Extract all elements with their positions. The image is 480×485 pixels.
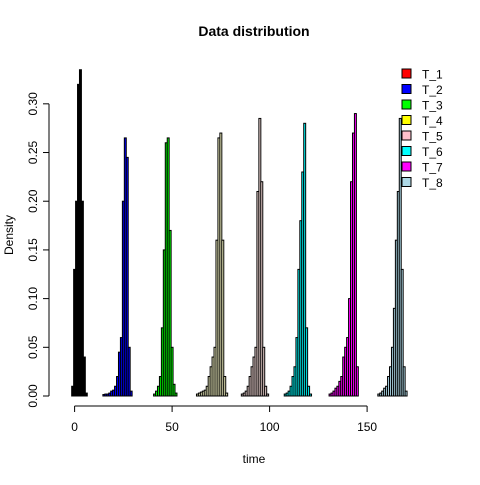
chart-title: Data distribution: [198, 23, 309, 39]
histogram-bar: [262, 346, 266, 397]
y-tick-label: 0.20: [26, 189, 40, 213]
legend-label: T_2: [422, 83, 443, 97]
legend-label: T_5: [422, 130, 443, 144]
series-T_4: [195, 132, 229, 397]
x-tick-label: 0: [71, 420, 78, 434]
histogram-bar: [127, 346, 131, 397]
histogram-bar: [266, 393, 270, 397]
histogram-bar: [129, 390, 133, 397]
y-tick-label: 0.10: [26, 287, 40, 311]
x-tick-label: 50: [165, 420, 179, 434]
histogram-bar: [225, 392, 229, 397]
x-tick-label: 150: [357, 420, 377, 434]
legend-swatch: [401, 68, 412, 79]
histogram-bar: [307, 385, 311, 397]
histogram-bar: [404, 390, 408, 397]
legend-label: T_6: [422, 145, 443, 159]
histogram-bar: [353, 113, 357, 397]
legend-item-T_1: T_1: [401, 68, 443, 82]
histogram-bar: [264, 385, 268, 397]
y-tick-label: 0.05: [26, 335, 40, 359]
histogram-bar: [80, 200, 84, 397]
y-axis-label: Density: [2, 215, 16, 255]
histogram-bar: [402, 366, 406, 397]
legend-swatch: [401, 130, 412, 141]
histogram-bar: [305, 327, 309, 397]
legend-item-T_4: T_4: [401, 114, 443, 128]
legend-item-T_5: T_5: [401, 130, 443, 144]
series-T_2: [102, 137, 133, 397]
legend-item-T_6: T_6: [401, 145, 443, 159]
histogram-bar: [260, 181, 264, 397]
legend-swatch: [401, 161, 412, 172]
y-tick-label: 0.00: [26, 384, 40, 408]
series-T_6: [283, 122, 313, 397]
histogram-bar: [309, 393, 313, 397]
legend-swatch: [401, 84, 412, 94]
histogram-bar: [82, 356, 86, 397]
x-axis-label: time: [243, 452, 266, 466]
histogram-bar: [170, 346, 174, 397]
legend-swatch: [401, 115, 412, 125]
histogram-bar: [168, 229, 172, 397]
histogram-bar: [172, 383, 176, 397]
legend-label: T_1: [422, 68, 443, 82]
legend-label: T_4: [422, 114, 443, 128]
legend-swatch: [401, 99, 412, 110]
y-tick-label: 0.25: [26, 141, 40, 165]
histogram-bar: [400, 268, 404, 397]
axes: 0 50 100 150 0.00 0.05 0.10 0.15 0.20 0.25 0.30: [26, 92, 377, 434]
legend-item-T_3: T_3: [401, 99, 443, 113]
series-T_7: [328, 113, 359, 397]
histogram-bar: [174, 392, 178, 397]
legend-item-T_2: T_2: [401, 83, 443, 97]
histogram-bar: [398, 117, 402, 397]
legend-swatch: [401, 177, 412, 187]
histogram-bar: [125, 156, 129, 397]
legend-item-T_8: T_8: [401, 176, 443, 190]
legend-item-T_7: T_7: [401, 161, 443, 175]
series-T_8: [377, 117, 408, 397]
series-T_3: [153, 137, 178, 397]
legend-swatch: [401, 146, 412, 156]
series-T_5: [240, 117, 270, 397]
histogram-bar: [355, 366, 359, 397]
histogram-bar: [303, 122, 307, 397]
legend-label: T_8: [422, 176, 443, 190]
histogram-bar: [223, 376, 227, 397]
series-T_1: [71, 69, 88, 397]
legend-label: T_7: [422, 161, 443, 175]
histogram-bar: [221, 239, 225, 397]
legend: T_1T_2 T_3T_4 T_5T_6 T_7T_8: [401, 68, 443, 190]
histogram-bar: [84, 392, 88, 397]
plot-area: [71, 69, 408, 397]
legend-label: T_3: [422, 99, 443, 113]
y-tick-label: 0.30: [26, 92, 40, 116]
y-tick-label: 0.15: [26, 238, 40, 262]
x-tick-label: 100: [260, 420, 280, 434]
